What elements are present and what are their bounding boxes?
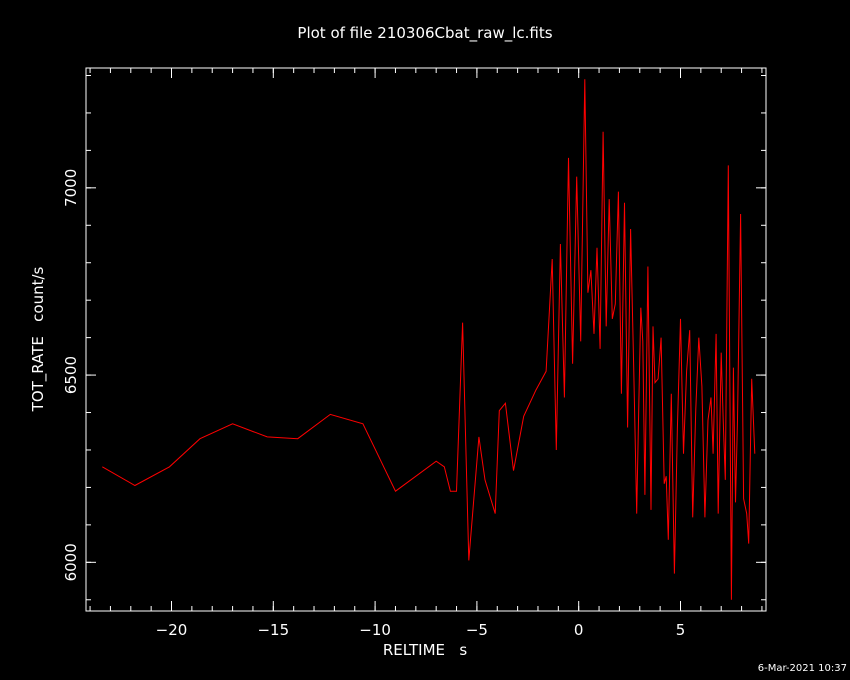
x-tick-label: −5 xyxy=(466,621,488,639)
plot-frame xyxy=(85,67,767,612)
y-tick-label: 6000 xyxy=(62,543,80,581)
chart-title: Plot of file 210306Cbat_raw_lc.fits xyxy=(297,24,552,43)
major-ticks xyxy=(86,68,766,611)
x-axis-label: RELTIME s xyxy=(383,641,468,659)
minor-ticks xyxy=(86,68,766,611)
x-tick-label: −20 xyxy=(156,621,188,639)
timestamp-footer: 6-Mar-2021 10:37 xyxy=(758,663,847,674)
y-axis-label: TOT_RATE count/s xyxy=(29,266,48,412)
x-tick-label: −10 xyxy=(359,621,391,639)
y-tick-label: 7000 xyxy=(62,169,80,207)
y-tick-label: 6500 xyxy=(62,356,80,394)
x-tick-label: 5 xyxy=(676,621,686,639)
x-tick-label: −15 xyxy=(257,621,289,639)
x-tick-label: 0 xyxy=(574,621,584,639)
series-line xyxy=(102,79,756,600)
tick-labels: −20 −15 −10 −5 0 5 6000 6500 7000 xyxy=(62,169,685,639)
